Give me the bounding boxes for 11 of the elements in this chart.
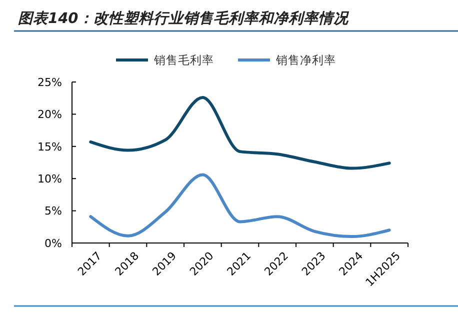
y-tick-label: 0%	[44, 236, 62, 250]
y-tick-label: 10%	[38, 172, 62, 186]
y-tick-label: 20%	[38, 108, 62, 122]
chart-title: 图表140：改性塑料行业销售毛利率和净利率情况	[18, 10, 350, 27]
legend-label: 销售毛利率	[153, 53, 214, 68]
line-series	[89, 173, 391, 238]
y-tick-label: 5%	[44, 204, 62, 218]
line-series	[89, 96, 391, 170]
y-tick-label: 15%	[38, 140, 62, 154]
legend-label: 销售净利率	[275, 53, 336, 68]
y-tick-label: 25%	[38, 76, 62, 89]
